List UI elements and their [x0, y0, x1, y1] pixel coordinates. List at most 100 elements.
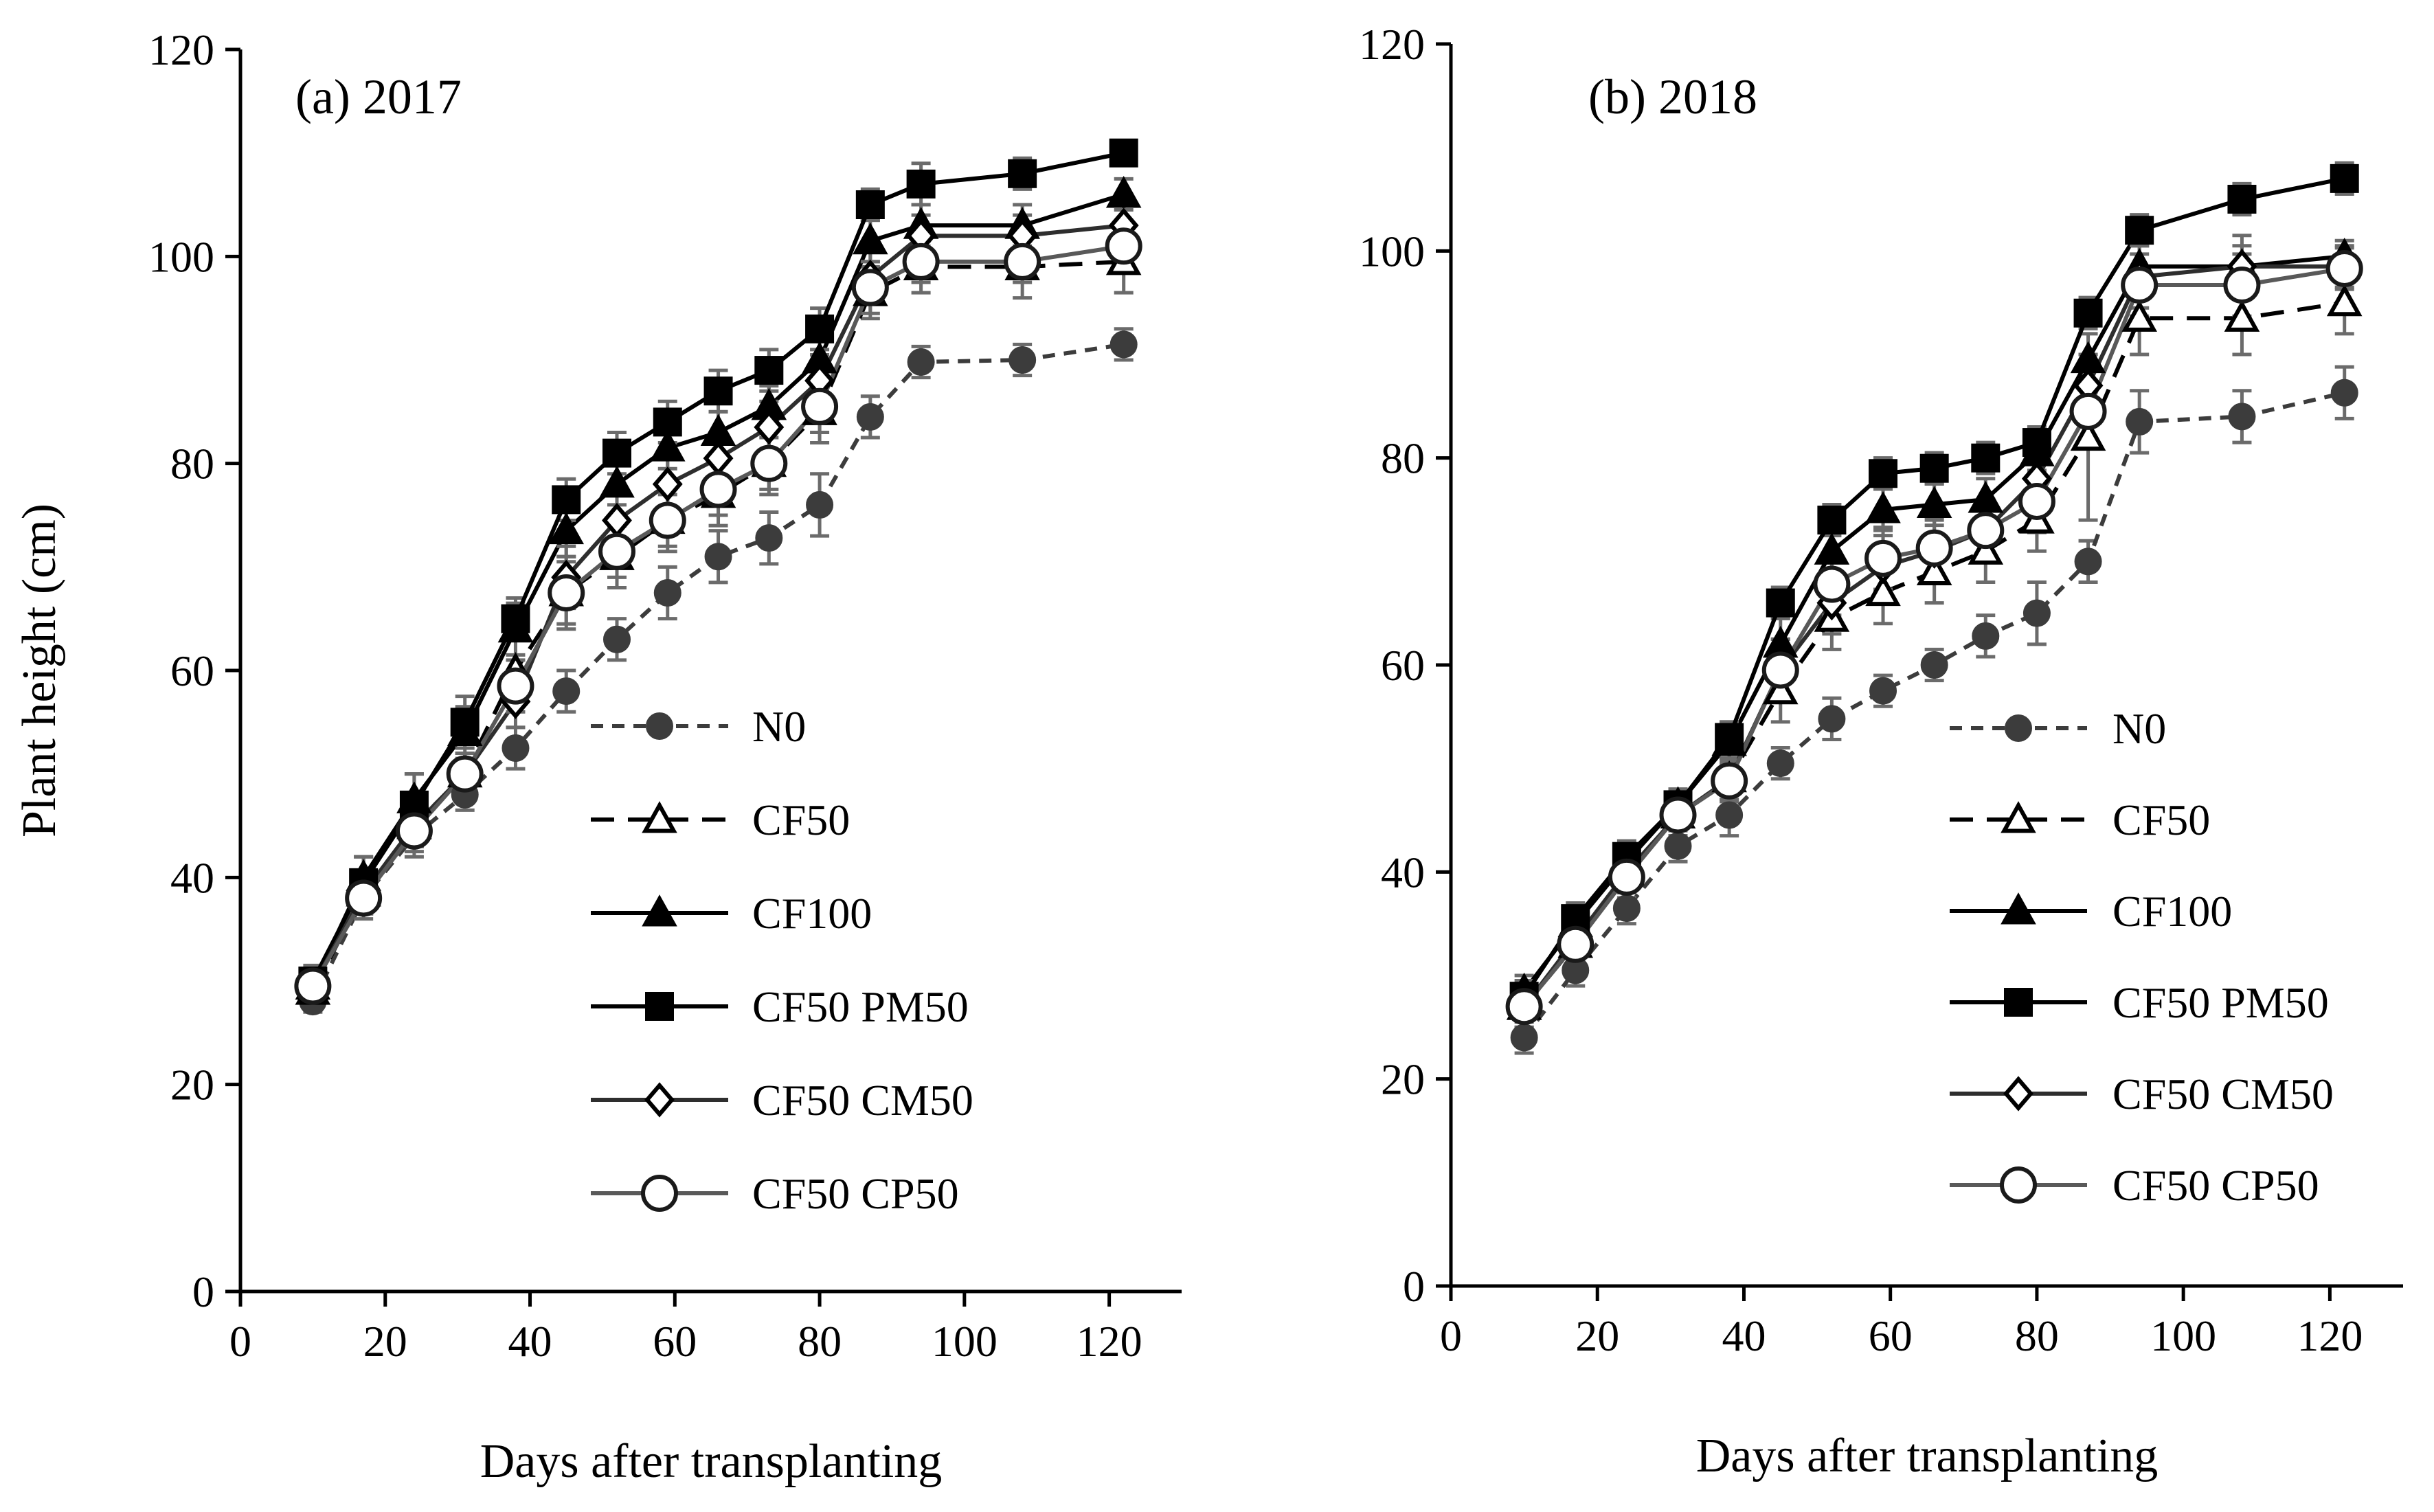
data-point — [2074, 548, 2102, 576]
legend-item: CF50 PM50 — [1950, 978, 2329, 1027]
data-point — [2125, 216, 2154, 245]
legend-label: CF50 PM50 — [2112, 978, 2329, 1027]
data-point — [2228, 403, 2256, 431]
y-axis-title: Plant height (cm) — [13, 504, 66, 837]
data-point — [2227, 185, 2257, 214]
y-tick-label: 60 — [1381, 641, 1425, 690]
legend-label: CF50 — [752, 796, 850, 844]
data-point — [853, 222, 888, 255]
y-tick-label: 60 — [170, 646, 214, 695]
legend-marker — [2005, 714, 2032, 742]
data-point — [699, 471, 737, 508]
data-point — [649, 501, 686, 539]
series-line — [311, 223, 1124, 987]
markers-cf50-cp50 — [294, 227, 1142, 1005]
panel-title: (b) 2018 — [1588, 69, 1757, 124]
data-point — [1869, 677, 1897, 705]
data-point — [2330, 163, 2359, 193]
legend-label: N0 — [2112, 704, 2166, 753]
data-point — [2070, 341, 2106, 374]
data-point — [1510, 1024, 1538, 1052]
panel-a-2017: 0 20 40 60 80 100 120 0 20 40 60 80 100 120 Days after… — [13, 25, 1182, 1488]
x-tick-label: 20 — [1575, 1311, 1619, 1360]
data-point — [1916, 486, 1952, 519]
data-point — [2325, 249, 2363, 287]
series-line — [311, 342, 1125, 1003]
data-point — [294, 967, 332, 1005]
data-point — [704, 543, 732, 571]
data-point — [906, 169, 936, 199]
y-tick-label: 80 — [170, 440, 214, 488]
legend-label: CF100 — [752, 889, 872, 938]
data-point — [700, 414, 736, 447]
data-point — [2022, 599, 2051, 627]
legend-marker — [641, 1175, 678, 1212]
data-point — [1972, 622, 2000, 650]
x-tick-label: 60 — [653, 1317, 697, 1366]
data-point — [652, 466, 683, 502]
markers-cf50-cp50 — [1505, 249, 2363, 1026]
data-point — [1659, 796, 1697, 834]
legend-label: CF50 CP50 — [752, 1169, 959, 1218]
legend-label: CF50 PM50 — [752, 982, 969, 1031]
data-point — [599, 465, 635, 498]
data-point — [1967, 512, 2005, 550]
data-point — [552, 677, 581, 706]
data-point — [1915, 529, 1953, 567]
data-point — [1004, 242, 1041, 280]
markers-cf100 — [295, 176, 1142, 1000]
data-point — [1608, 858, 1645, 896]
data-point — [855, 190, 885, 219]
data-point — [1008, 346, 1037, 374]
y-tick-label: 20 — [1381, 1055, 1425, 1104]
data-point — [653, 407, 682, 437]
x-tick-label: 0 — [229, 1317, 251, 1366]
data-point — [2224, 300, 2260, 332]
data-point — [2070, 418, 2106, 451]
panel-b-2018: 0 20 40 60 80 100 120 0 20 40 60 80 100 120 Days after… — [1359, 20, 2403, 1482]
data-point — [649, 429, 686, 462]
data-point — [1505, 988, 1543, 1026]
series-line — [1522, 390, 2345, 1039]
legend-marker — [646, 712, 673, 740]
data-point — [1865, 574, 1901, 607]
x-tick-label: 100 — [932, 1317, 998, 1366]
data-point — [2223, 267, 2261, 304]
y-tick-label: 120 — [148, 25, 214, 74]
data-point — [1105, 176, 1142, 208]
markers-cf50-pm50 — [1509, 163, 2359, 1011]
y-tick-label: 0 — [1403, 1262, 1425, 1311]
data-point — [851, 269, 889, 306]
legend-label: CF100 — [2112, 887, 2232, 936]
data-point — [2022, 428, 2051, 458]
data-point — [1715, 723, 1744, 752]
legend-item: CF50 CP50 — [1950, 1161, 2319, 1210]
data-point — [501, 604, 530, 633]
data-point — [755, 524, 783, 552]
legend-item: CF50 PM50 — [591, 982, 969, 1031]
legend-marker — [2003, 1076, 2033, 1112]
data-point — [1109, 330, 1138, 359]
data-point — [1971, 443, 2001, 473]
legend-marker — [645, 992, 674, 1021]
y-tick-label: 100 — [1359, 227, 1425, 275]
series-cf50-cp50 — [303, 223, 1134, 1004]
data-point — [1865, 491, 1901, 523]
data-point — [2073, 298, 2103, 328]
data-point — [502, 734, 530, 762]
markers-n0 — [1510, 379, 2358, 1052]
legend-item: CF50 — [591, 796, 850, 844]
data-point — [902, 242, 940, 280]
legend: N0 CF50 CF100 CF50 PM50 CF50 CM50 CF50 CP50 — [591, 702, 973, 1218]
data-point — [1766, 588, 1795, 618]
data-point — [1109, 138, 1138, 168]
data-point — [2126, 407, 2154, 436]
legend-label: CF50 — [2112, 796, 2210, 844]
legend-item: CF50 — [1950, 796, 2210, 844]
data-point — [907, 348, 935, 376]
data-point — [1766, 749, 1794, 778]
legend-item: CF50 CP50 — [591, 1169, 959, 1218]
data-point — [750, 444, 788, 482]
data-point — [2121, 267, 2159, 304]
